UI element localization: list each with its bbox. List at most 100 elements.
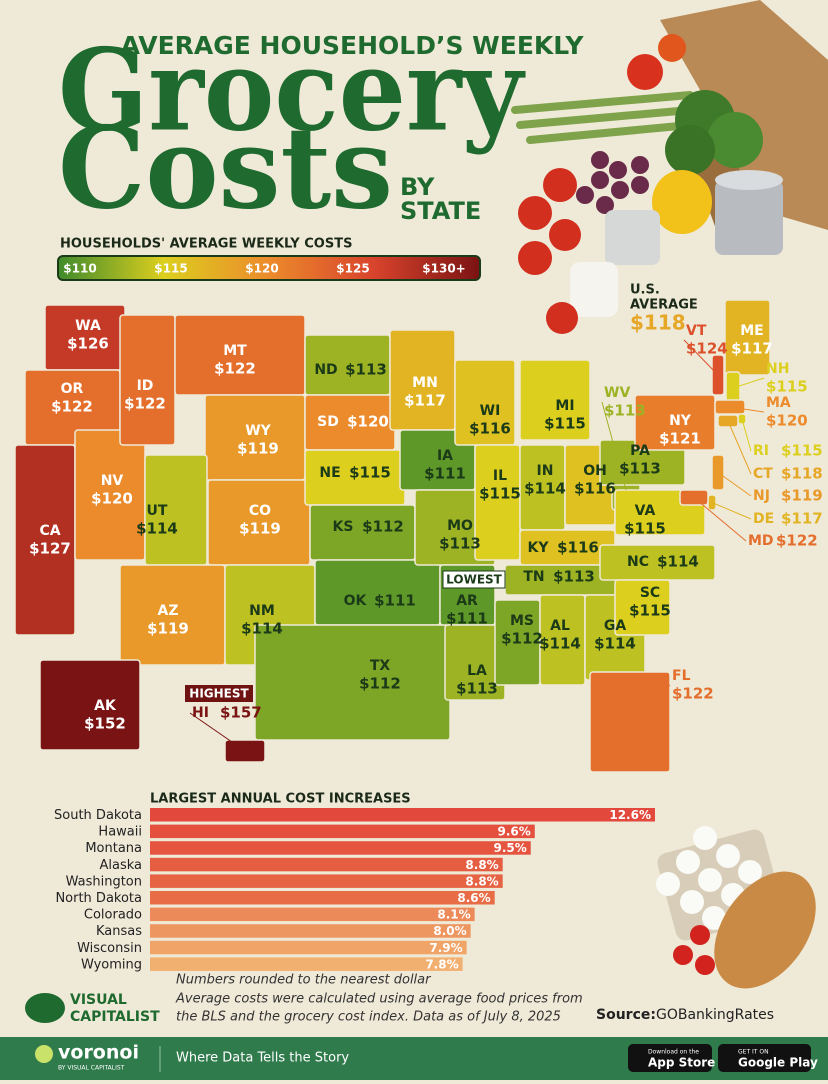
source-label: Source:: [596, 1007, 656, 1023]
state-value: $115: [781, 442, 823, 460]
kicker: AVERAGE HOUSEHOLD’S WEEKLY: [121, 31, 585, 60]
state-value: $117: [404, 392, 446, 410]
state-name: WA: [75, 318, 101, 334]
state-value: $115: [766, 378, 808, 396]
bar-category: South Dakota: [54, 808, 142, 823]
bar-value-label: 9.5%: [493, 841, 526, 855]
state-value: $112: [362, 518, 404, 536]
state-value: $111: [446, 610, 488, 628]
state-value: $114: [524, 480, 566, 498]
state: [614, 579, 671, 636]
state-value: $119: [237, 440, 279, 458]
state-value: $112: [359, 675, 401, 693]
state-name: NJ: [753, 488, 770, 504]
app-store-label: App Store: [648, 1056, 715, 1070]
state-value: $112: [501, 630, 543, 648]
state: [519, 359, 591, 441]
google-play-button[interactable]: GET IT ON Google Play: [718, 1044, 818, 1072]
state-name: SD: [317, 414, 339, 430]
state-value: $122: [214, 360, 256, 378]
state-value: $121: [659, 430, 701, 448]
bar-category: Washington: [66, 874, 142, 889]
state-value: $113: [619, 460, 661, 478]
lowest-box: [442, 570, 506, 589]
state-name: WI: [480, 403, 501, 419]
notes: Numbers rounded to the nearest dollar Av…: [175, 973, 583, 1025]
average-value: $118: [630, 311, 686, 335]
grocery-bag-illustration: [511, 0, 828, 334]
bar: [150, 824, 535, 839]
state-name: SC: [640, 585, 660, 601]
bar-category: Wyoming: [81, 957, 142, 972]
bar-value-label: 12.6%: [609, 808, 651, 822]
leader-line: [729, 406, 765, 413]
state-value: $114: [539, 635, 581, 653]
title-by: BY: [400, 173, 435, 201]
legend-tick-label: $125: [336, 262, 369, 276]
state-value: $124: [686, 340, 728, 358]
title-state: STATE: [400, 197, 481, 225]
state-value: $115: [479, 485, 521, 503]
state-name: AL: [550, 618, 570, 634]
state-value: $120: [91, 490, 133, 508]
state-name: HI: [192, 705, 209, 721]
bar: [150, 857, 503, 872]
state-value: $118: [781, 465, 823, 483]
note: Numbers rounded to the nearest dollar: [176, 973, 432, 988]
bar: [150, 940, 467, 955]
state-name: TX: [370, 658, 391, 674]
bar-value-label: 9.6%: [497, 825, 530, 839]
bar-category: Montana: [85, 841, 142, 856]
bar: [150, 924, 471, 938]
state-value: $120: [347, 413, 389, 431]
state-name: OH: [583, 463, 607, 479]
state-value: $111: [374, 592, 416, 610]
bar-value-label: 8.8%: [465, 858, 498, 872]
bar-value-label: 8.8%: [465, 874, 498, 888]
state-value: $114: [241, 620, 283, 638]
title-line1: Grocery: [58, 25, 526, 156]
state: [39, 659, 141, 751]
bar-value-label: 7.8%: [425, 957, 458, 971]
state-value: $111: [424, 465, 466, 483]
google-play-label: Google Play: [738, 1056, 818, 1070]
leader-line: [741, 418, 752, 452]
legend-tick-label: $115: [154, 262, 187, 276]
state-value: $116: [574, 480, 616, 498]
leader-line: [629, 684, 671, 723]
state-value: $126: [67, 335, 109, 353]
state-value: $127: [29, 540, 71, 558]
leader-line: [711, 502, 752, 520]
lowest-tag: LOWEST: [442, 570, 506, 589]
google-play-small: GET IT ON: [738, 1049, 769, 1056]
state-name: AZ: [158, 603, 179, 619]
leader-line: [732, 377, 765, 389]
state-value: $115: [629, 602, 671, 620]
state-value: $115: [624, 520, 666, 538]
state-value: $122: [51, 398, 93, 416]
state-value: $113: [604, 402, 646, 420]
state-value: $114: [136, 520, 178, 538]
highest-label: HIGHEST: [189, 687, 249, 701]
state-name: FL: [672, 668, 691, 684]
state-name: CA: [39, 523, 60, 539]
highest-tag: HIGHEST: [185, 685, 253, 702]
bar-category: North Dakota: [55, 891, 142, 906]
footer-tagline: Where Data Tells the Story: [176, 1051, 349, 1066]
eggs-bread-illustration: [656, 826, 816, 989]
app-store-button[interactable]: Download on the App Store: [628, 1044, 715, 1072]
state-name: MN: [412, 375, 438, 391]
footer-brand-sub: BY VISUAL CAPITALIST: [58, 1065, 125, 1072]
state-name: NM: [249, 603, 275, 619]
app-store-small: Download on the: [648, 1049, 699, 1056]
lowest-label: LOWEST: [446, 573, 502, 587]
state-value: $157: [220, 704, 262, 722]
state-name: LA: [467, 663, 487, 679]
leader-line: [693, 497, 747, 542]
bar-category: Colorado: [84, 908, 142, 923]
state-name: MS: [510, 613, 534, 629]
leader-line: [189, 712, 246, 752]
average-label: AVERAGE: [630, 298, 698, 313]
legend-tick-label: $120: [245, 262, 278, 276]
